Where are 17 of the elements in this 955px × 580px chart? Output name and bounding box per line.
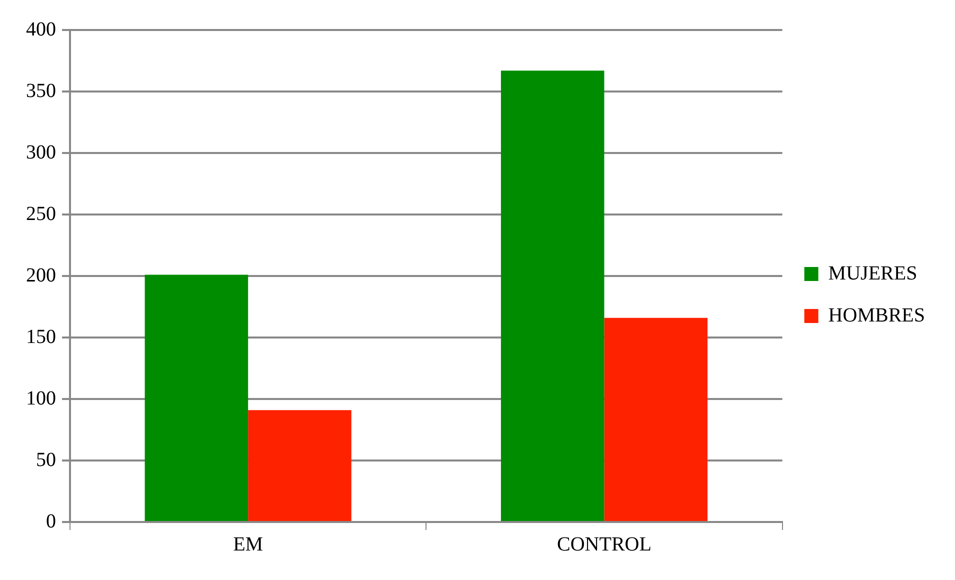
legend-label: HOMBRES [828, 304, 926, 326]
y-tick-label: 150 [26, 326, 56, 348]
bar [248, 410, 352, 521]
x-tick-label: EM [233, 533, 264, 556]
y-tick-label: 0 [46, 510, 56, 532]
x-tick-label: CONTROL [557, 533, 652, 556]
y-tick-label: 300 [26, 141, 56, 164]
bar [604, 318, 708, 521]
legend-label: MUJERES [828, 262, 918, 284]
y-tick-label: 350 [26, 80, 56, 102]
y-tick-label: 100 [26, 387, 56, 410]
y-tick-label: 50 [36, 448, 56, 471]
y-tick-label: 400 [26, 18, 56, 40]
y-tick-label: 250 [26, 202, 56, 225]
y-tick-label: 200 [26, 264, 56, 286]
bar [144, 274, 248, 521]
bar [500, 70, 604, 521]
